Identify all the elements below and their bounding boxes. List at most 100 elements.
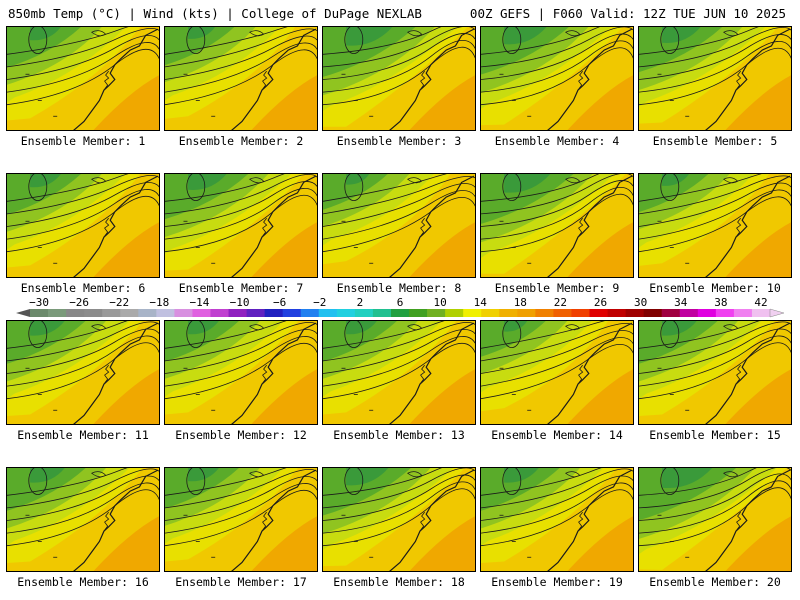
ensemble-member-label: Ensemble Member: 6 — [20, 281, 146, 295]
ensemble-member-label: Ensemble Member: 18 — [333, 575, 465, 589]
colorbar-swatch — [156, 309, 175, 317]
ensemble-map-panel — [164, 173, 318, 278]
colorbar-swatch — [625, 309, 645, 317]
colorbar-swatch — [409, 309, 428, 317]
temperature-map — [639, 321, 791, 424]
colorbar-swatch — [300, 309, 320, 317]
ensemble-map-panel — [6, 467, 160, 572]
ensemble-member-label: Ensemble Member: 19 — [491, 575, 623, 589]
ensemble-map-panel — [164, 320, 318, 425]
colorbar-swatch — [589, 309, 608, 317]
colorbar-swatch — [30, 309, 49, 317]
ensemble-map-panel — [322, 173, 476, 278]
ensemble-member-label: Ensemble Member: 11 — [17, 428, 149, 442]
colorbar-swatch — [535, 309, 554, 317]
colorbar-swatch — [643, 309, 663, 317]
colorbar-tick-label: 26 — [594, 296, 607, 309]
ensemble-map-panel — [322, 26, 476, 131]
temperature-map — [323, 468, 475, 571]
colorbar-swatch — [517, 309, 536, 317]
colorbar-low-arrow — [16, 309, 30, 317]
ensemble-map-panel — [6, 173, 160, 278]
ensemble-member-label: Ensemble Member: 10 — [649, 281, 781, 295]
temperature-map — [481, 27, 633, 130]
colorbar-tick-label: −26 — [69, 296, 89, 309]
colorbar-tick-label: −30 — [29, 296, 49, 309]
ensemble-member-label: Ensemble Member: 2 — [178, 134, 304, 148]
colorbar-swatch — [66, 309, 85, 317]
temperature-map — [639, 468, 791, 571]
ensemble-map-panel — [638, 467, 792, 572]
colorbar-tick-label: −2 — [313, 296, 326, 309]
colorbar-swatch — [679, 309, 699, 317]
temperature-map — [7, 321, 159, 424]
colorbar-swatch — [192, 309, 211, 317]
colorbar-swatch — [138, 309, 157, 317]
ensemble-member-label: Ensemble Member: 16 — [17, 575, 149, 589]
colorbar-swatch — [499, 309, 518, 317]
temperature-map — [165, 321, 317, 424]
colorbar-swatch — [390, 309, 410, 317]
temperature-map — [639, 174, 791, 277]
colorbar-swatch — [84, 309, 103, 317]
colorbar-tick-label: 42 — [754, 296, 767, 309]
ensemble-member-label: Ensemble Member: 9 — [494, 281, 620, 295]
colorbar-swatch — [697, 309, 717, 317]
ensemble-member-label: Ensemble Member: 17 — [175, 575, 307, 589]
colorbar-tick-label: −18 — [149, 296, 169, 309]
colorbar-tick-label: 18 — [514, 296, 527, 309]
colorbar-swatch — [553, 309, 572, 317]
ensemble-member-label: Ensemble Member: 5 — [652, 134, 778, 148]
ensemble-map-panel — [480, 26, 634, 131]
colorbar-tick-label: 14 — [474, 296, 488, 309]
colorbar-swatch — [210, 309, 229, 317]
temperature-map — [7, 27, 159, 130]
colorbar-swatch — [463, 309, 482, 317]
ensemble-member-label: Ensemble Member: 13 — [333, 428, 465, 442]
colorbar-tick-label: −6 — [273, 296, 286, 309]
colorbar-swatch — [264, 309, 284, 317]
ensemble-member-label: Ensemble Member: 14 — [491, 428, 623, 442]
colorbar-tick-label: 10 — [433, 296, 446, 309]
colorbar-swatch — [445, 309, 464, 317]
ensemble-member-label: Ensemble Member: 15 — [649, 428, 781, 442]
ensemble-member-label: Ensemble Member: 1 — [20, 134, 146, 148]
ensemble-map-panel — [638, 173, 792, 278]
ensemble-member-label: Ensemble Member: 3 — [336, 134, 462, 148]
colorbar-tick-label: 22 — [554, 296, 567, 309]
ensemble-map-panel — [6, 320, 160, 425]
colorbar-swatch — [571, 309, 590, 317]
colorbar-tick-label: 38 — [714, 296, 727, 309]
ensemble-member-label: Ensemble Member: 4 — [494, 134, 620, 148]
temperature-map — [481, 468, 633, 571]
colorbar-swatch — [102, 309, 121, 317]
colorbar-swatch — [751, 309, 771, 317]
colorbar-swatch — [427, 309, 446, 317]
colorbar-swatch — [354, 309, 374, 317]
colorbar-high-arrow — [769, 308, 785, 318]
colorbar-tick-label: −10 — [230, 296, 250, 309]
colorbar-swatch — [336, 309, 356, 317]
header-valid-time: 00Z GEFS | F060 Valid: 12Z TUE JUN 10 20… — [469, 6, 786, 21]
colorbar-tick-label: 34 — [674, 296, 688, 309]
colorbar-tick-label: 30 — [634, 296, 647, 309]
temperature-map — [7, 174, 159, 277]
ensemble-map-panel — [480, 320, 634, 425]
colorbar-swatch — [481, 309, 500, 317]
colorbar-swatch — [48, 309, 67, 317]
temperature-map — [323, 321, 475, 424]
ensemble-member-label: Ensemble Member: 12 — [175, 428, 307, 442]
ensemble-member-label: Ensemble Member: 20 — [649, 575, 781, 589]
ensemble-map-panel — [638, 26, 792, 131]
ensemble-map-panel — [322, 467, 476, 572]
colorbar-tick-label: 2 — [357, 296, 364, 309]
ensemble-member-label: Ensemble Member: 7 — [178, 281, 304, 295]
colorbar-swatch — [318, 309, 338, 317]
colorbar-tick-label: 6 — [397, 296, 404, 309]
colorbar-swatch — [282, 309, 302, 317]
temperature-map — [165, 27, 317, 130]
colorbar-swatch — [372, 309, 392, 317]
temperature-map — [323, 174, 475, 277]
ensemble-map-panel — [6, 26, 160, 131]
ensemble-member-label: Ensemble Member: 8 — [336, 281, 462, 295]
